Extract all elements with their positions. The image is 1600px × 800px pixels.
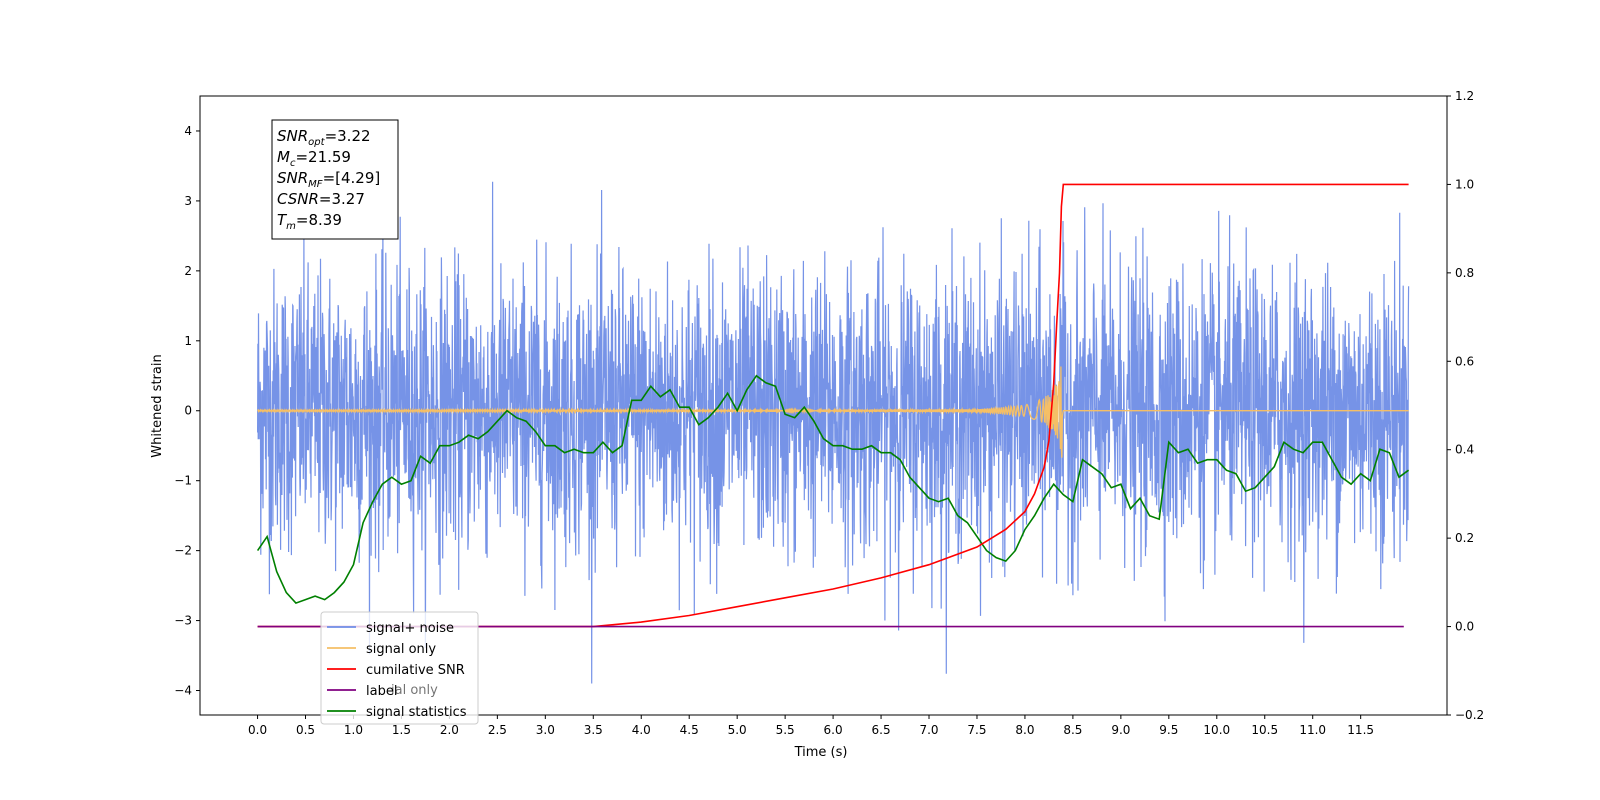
y-tick-label: −4 xyxy=(174,684,192,698)
y2-tick-label: 0.2 xyxy=(1455,531,1474,545)
y-axis-ticks: 4 3 2 1 0 −1 −2 −3 −4 xyxy=(174,124,200,698)
x-tick-label: 1.0 xyxy=(344,723,363,737)
signal-statistics-line xyxy=(256,374,1410,605)
x-tick-label: 7.0 xyxy=(919,723,938,737)
x-tick-label: 6.5 xyxy=(872,723,891,737)
annotation-line: SNRopt=3.22 xyxy=(277,127,371,148)
x-tick-label: 5.5 xyxy=(776,723,795,737)
legend: signal+ noise signal only cumilative SNR la… xyxy=(320,611,479,725)
cumulative-snr-series xyxy=(257,183,1409,628)
x-tick-label: 6.0 xyxy=(824,723,843,737)
y-tick-label: 0 xyxy=(184,404,192,418)
legend-label: signal only xyxy=(366,642,436,657)
legend-ghost-text: ial only xyxy=(391,683,438,698)
x-tick-label: 2.5 xyxy=(488,723,507,737)
x-tick-label: 1.5 xyxy=(392,723,411,737)
legend-label: signal statistics xyxy=(366,705,467,720)
plot-frame xyxy=(199,95,1448,716)
signal-only-line xyxy=(257,366,1409,458)
x-tick-label: 11.0 xyxy=(1299,723,1326,737)
annotation-line: Mc=21.59 xyxy=(277,148,351,169)
x-tick-label: 8.0 xyxy=(1015,723,1034,737)
y-tick-label: −2 xyxy=(174,544,192,558)
x-tick-label: 2.0 xyxy=(440,723,459,737)
y-tick-label: 2 xyxy=(184,264,192,278)
x-tick-label: 11.5 xyxy=(1347,723,1374,737)
y-tick-label: 3 xyxy=(184,194,192,208)
y2-tick-label: 1.2 xyxy=(1455,89,1474,103)
y-tick-label: 1 xyxy=(184,334,192,348)
annotation-frame xyxy=(271,119,399,240)
annotation-line: Tm=8.39 xyxy=(277,211,342,232)
y2-tick-label: 0.8 xyxy=(1455,266,1474,280)
y2-tick-label: 0.4 xyxy=(1455,443,1474,457)
annotation-line: CSNR=3.27 xyxy=(277,190,365,208)
x-tick-label: 8.5 xyxy=(1063,723,1082,737)
x-tick-label: 10.0 xyxy=(1203,723,1230,737)
y2-tick-label: −0.2 xyxy=(1455,708,1484,722)
x-tick-label: 5.0 xyxy=(728,723,747,737)
y2-tick-label: 1.0 xyxy=(1455,177,1474,191)
legend-frame xyxy=(320,611,479,725)
x-tick-label: 7.5 xyxy=(967,723,986,737)
annotation-line: SNRMF=[4.29] xyxy=(277,169,380,190)
cumulative-snr-line xyxy=(257,183,1409,628)
signal-noise-series xyxy=(257,181,1410,684)
x-tick-label: 10.5 xyxy=(1251,723,1278,737)
y-tick-label: 4 xyxy=(184,124,192,138)
y2-axis-ticks: 1.2 1.0 0.8 0.6 0.4 0.2 0.0 −0.2 xyxy=(1447,89,1484,722)
x-tick-label: 9.5 xyxy=(1159,723,1178,737)
annotation-box: SNRopt=3.22Mc=21.59SNRMF=[4.29]CSNR=3.27… xyxy=(271,119,399,240)
signal-only-series xyxy=(257,366,1409,458)
x-axis-ticks: 0.0 0.5 1.0 1.5 2.0 2.5 3.0 3.5 4.0 4.5 5.0 5.5 6.0 6… xyxy=(248,715,1374,737)
x-tick-label: 3.5 xyxy=(584,723,603,737)
y-tick-label: −3 xyxy=(174,614,192,628)
legend-label: signal+ noise xyxy=(366,621,454,636)
x-tick-label: 9.0 xyxy=(1111,723,1130,737)
y-tick-label: −1 xyxy=(174,474,192,488)
x-axis-label: Time (s) xyxy=(794,745,848,760)
x-tick-label: 4.5 xyxy=(680,723,699,737)
signal-noise-line xyxy=(257,181,1410,684)
x-tick-label: 0.0 xyxy=(248,723,267,737)
x-tick-label: 0.5 xyxy=(296,723,315,737)
y-axis-label: Whitened strain xyxy=(150,354,165,457)
signal-statistics-series xyxy=(256,374,1410,605)
legend-label: cumilative SNR xyxy=(366,663,465,678)
legend-label: label xyxy=(366,684,397,699)
x-tick-label: 4.0 xyxy=(632,723,651,737)
x-tick-label: 3.0 xyxy=(536,723,555,737)
y2-tick-label: 0.6 xyxy=(1455,354,1474,368)
y2-tick-label: 0.0 xyxy=(1455,620,1474,634)
